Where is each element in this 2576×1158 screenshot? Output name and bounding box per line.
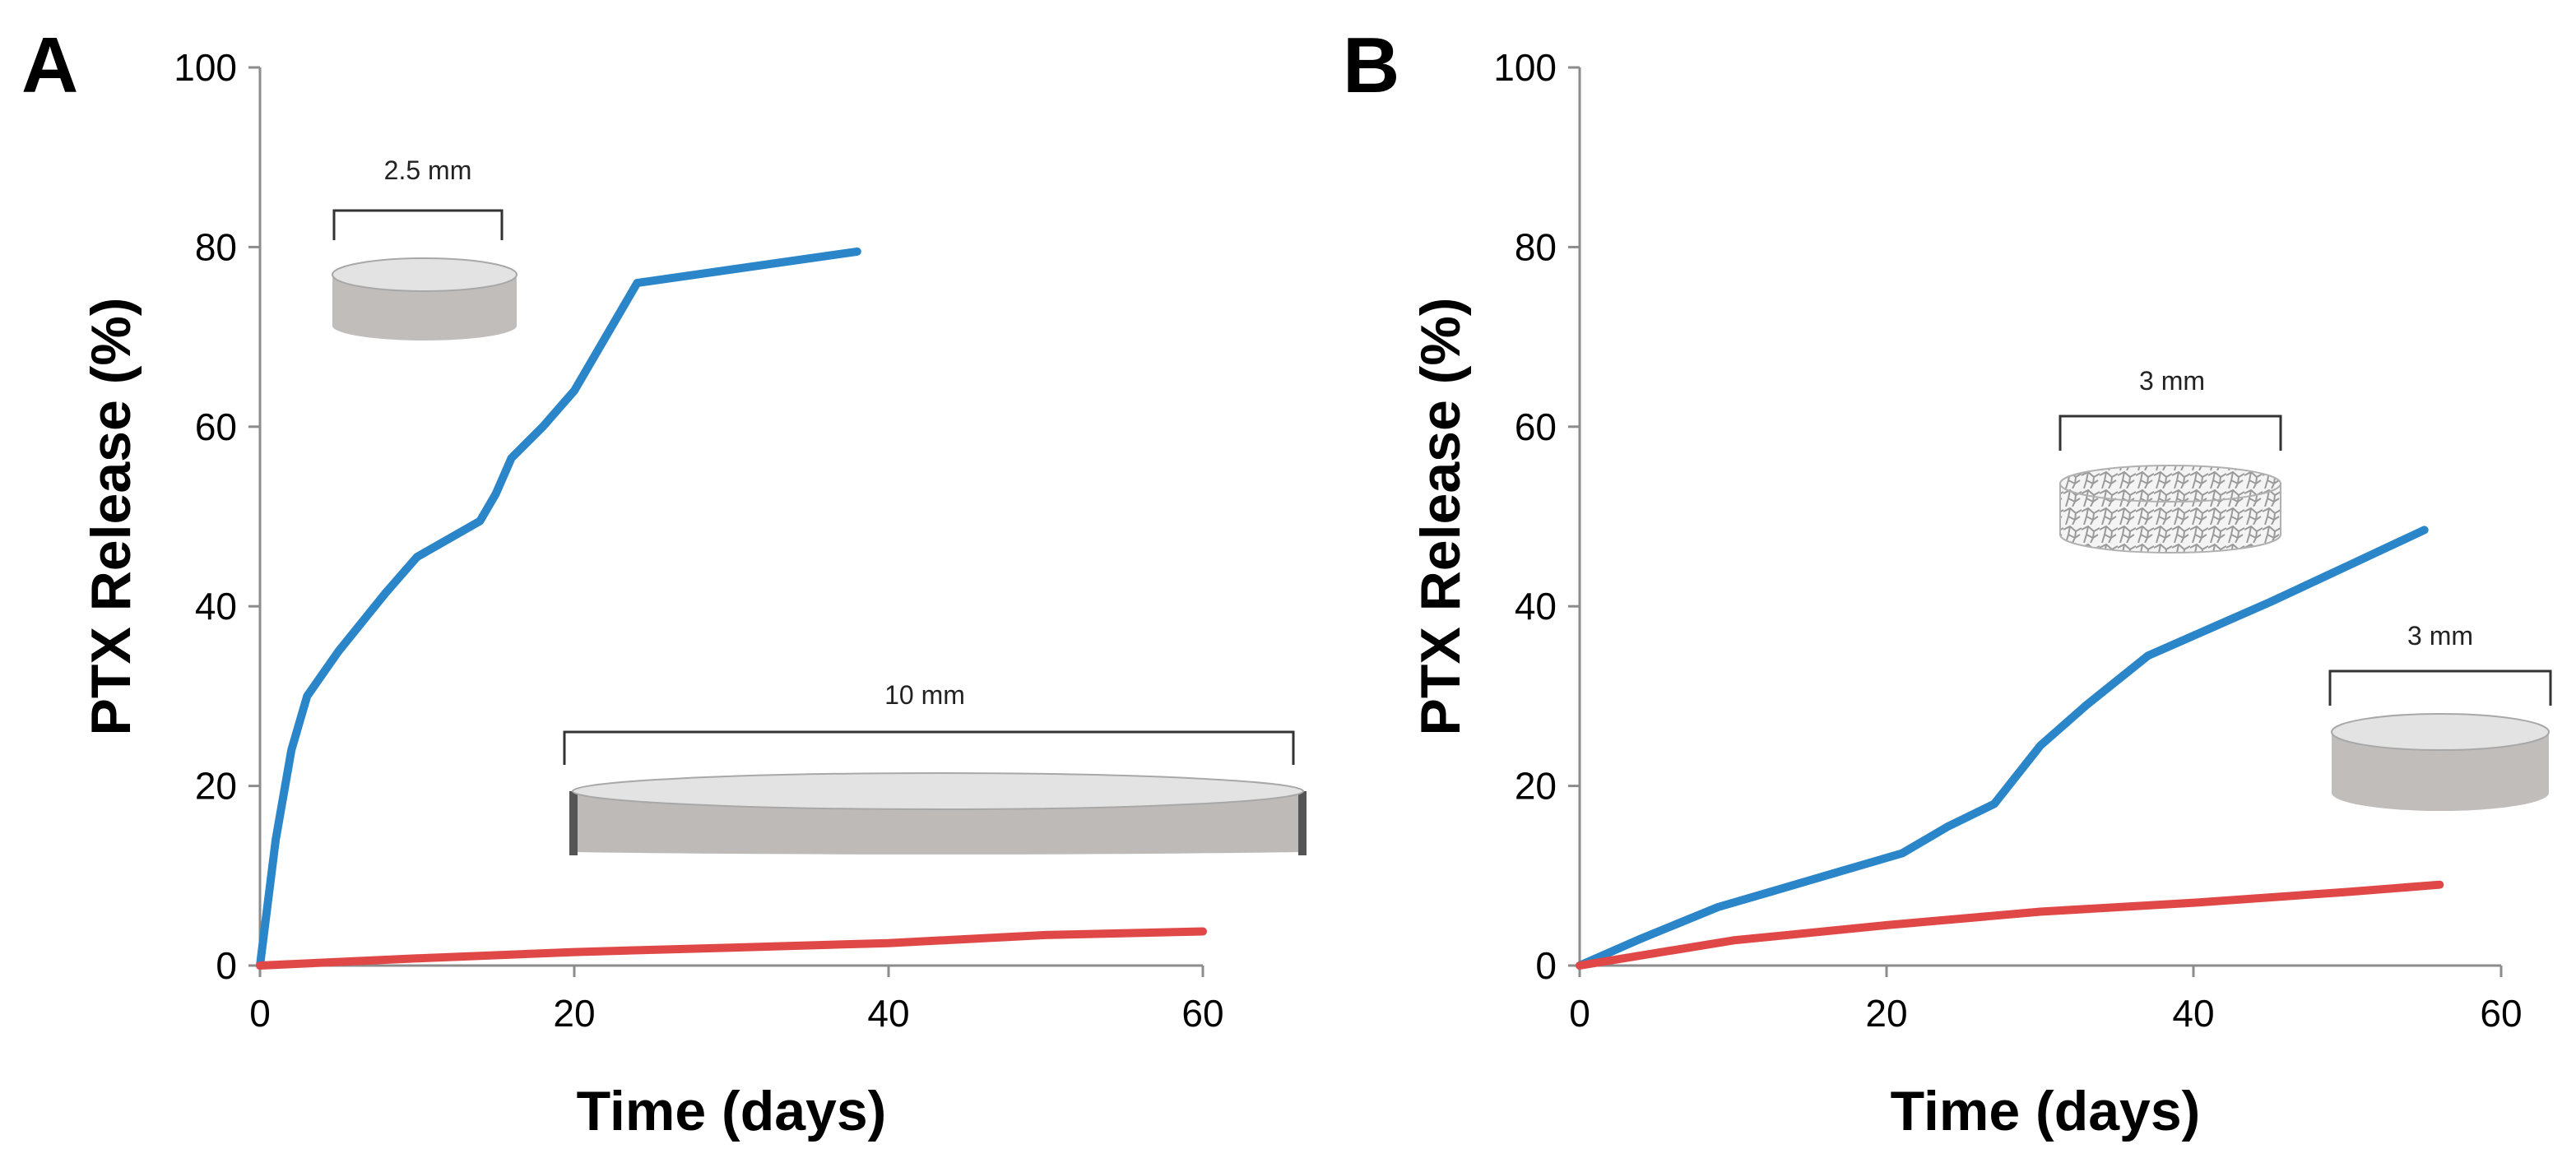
panel-a-y-tick-label: 0	[216, 944, 237, 987]
panel-b-y-tick-label: 40	[1515, 585, 1557, 628]
panel-b-y-tick-label: 80	[1515, 225, 1557, 268]
panel-a-y-tick-label: 20	[195, 765, 237, 808]
panel-b-x-ticks: 0 20 40 60	[1569, 966, 2523, 1035]
panel-b-y-tick-label: 0	[1535, 944, 1557, 987]
panel-b: B 0 20 40 60 80 100 0 20 40 60	[1343, 21, 2552, 1142]
dimension-bracket	[563, 730, 1295, 765]
panel-b-y-ticks: 0 20 40 60 80 100	[1493, 46, 1580, 987]
panel-a-y-ticks: 0 20 40 60 80 100	[174, 46, 260, 987]
panel-a-y-tick-label: 60	[195, 405, 237, 448]
panel-b-x-tick-label: 40	[2172, 992, 2214, 1035]
small-disc-body	[332, 275, 517, 340]
panel-a-x-tick-label: 40	[867, 992, 909, 1035]
dimension-bracket	[2058, 415, 2282, 451]
panel-b-x-axis-title: Time (days)	[1891, 1080, 2201, 1142]
panel-b-x-tick-label: 0	[1569, 992, 1590, 1035]
panel-b-solid-disc-illustration: 3 mm	[2328, 621, 2552, 811]
small-disc-top	[332, 257, 518, 292]
porous-disc-top	[2059, 465, 2281, 503]
panel-a-x-ticks: 0 20 40 60	[249, 966, 1224, 1035]
panel-a-y-axis-title: PTX Release (%)	[80, 298, 142, 736]
porous-disc-body	[2059, 483, 2281, 554]
panel-b-porous-disc-illustration: 3 mm	[2058, 366, 2282, 554]
panel-b-series-porous-line	[1576, 526, 2429, 970]
panel-b-x-tick-label: 60	[2480, 992, 2522, 1035]
panel-a-x-axis-title: Time (days)	[577, 1080, 887, 1142]
panel-b-x-tick-label: 20	[1865, 992, 1907, 1035]
panel-a-series-2-5mm-line	[256, 247, 861, 970]
panel-a-x-tick-label: 0	[249, 992, 271, 1035]
large-disc-right-edge	[1298, 791, 1307, 855]
dimension-bracket	[2328, 669, 2552, 706]
large-disc-top	[572, 772, 1304, 810]
panel-b-y-tick-label: 60	[1515, 405, 1557, 448]
dimension-bracket	[332, 209, 504, 240]
panel-b-y-axis-title: PTX Release (%)	[1409, 298, 1472, 736]
panel-a-y-tick-label: 100	[174, 46, 237, 89]
panel-a-large-disc-illustration: 10 mm	[563, 680, 1307, 855]
panel-b-porous-disc-dimension-label: 3 mm	[2139, 366, 2205, 396]
solid-disc-top	[2331, 713, 2550, 751]
panel-a-y-tick-label: 80	[195, 225, 237, 268]
solid-disc-body	[2332, 732, 2549, 811]
panel-a: A 0 20 40 60 80 100 0 20 40 60	[21, 21, 1307, 1142]
panel-b-solid-disc-dimension-label: 3 mm	[2407, 621, 2473, 651]
large-disc-left-edge	[569, 791, 578, 855]
panel-a-large-disc-dimension-label: 10 mm	[884, 680, 965, 710]
panel-b-y-tick-label: 100	[1493, 46, 1557, 89]
panel-a-y-tick-label: 40	[195, 585, 237, 628]
panel-a-small-disc-illustration: 2.5 mm	[332, 155, 518, 340]
panel-a-small-disc-dimension-label: 2.5 mm	[384, 155, 472, 185]
panel-b-series-solid-line	[1576, 880, 2444, 970]
panel-b-label: B	[1343, 21, 1399, 109]
panel-a-x-tick-label: 60	[1181, 992, 1223, 1035]
panel-a-series-10mm-line	[256, 927, 1207, 970]
panel-a-label: A	[21, 21, 78, 109]
panel-b-y-tick-label: 20	[1515, 765, 1557, 808]
panel-a-x-tick-label: 20	[553, 992, 595, 1035]
